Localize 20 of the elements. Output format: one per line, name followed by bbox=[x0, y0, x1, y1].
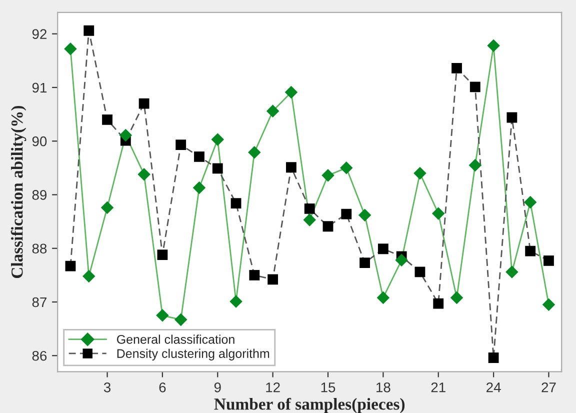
x-tick-label: 12 bbox=[266, 382, 280, 392]
x-tick-label: 15 bbox=[321, 382, 336, 392]
x-tick-label: 6 bbox=[159, 382, 166, 392]
legend-label: General classification bbox=[116, 334, 234, 344]
x-tick-label: 18 bbox=[376, 382, 390, 392]
x-tick-label: 27 bbox=[542, 382, 556, 392]
y-tick-label: 88 bbox=[32, 244, 47, 254]
y-axis-title: Classification ability(%) bbox=[10, 106, 26, 278]
legend-label: Density clustering algorithm bbox=[117, 348, 270, 360]
x-tick-label: 24 bbox=[486, 382, 501, 392]
x-tick-label: 21 bbox=[431, 382, 446, 392]
y-tick-label: 90 bbox=[32, 136, 47, 146]
y-tick-label: 87 bbox=[32, 297, 46, 308]
x-tick-label: 3 bbox=[104, 382, 111, 392]
y-tick-label: 89 bbox=[32, 190, 47, 200]
x-axis-title: Number of samples(pieces) bbox=[214, 398, 405, 413]
x-tick-label: 9 bbox=[214, 382, 221, 392]
y-tick-label: 91 bbox=[32, 82, 47, 93]
y-tick-label: 92 bbox=[32, 29, 46, 40]
y-tick-label: 86 bbox=[32, 350, 47, 361]
